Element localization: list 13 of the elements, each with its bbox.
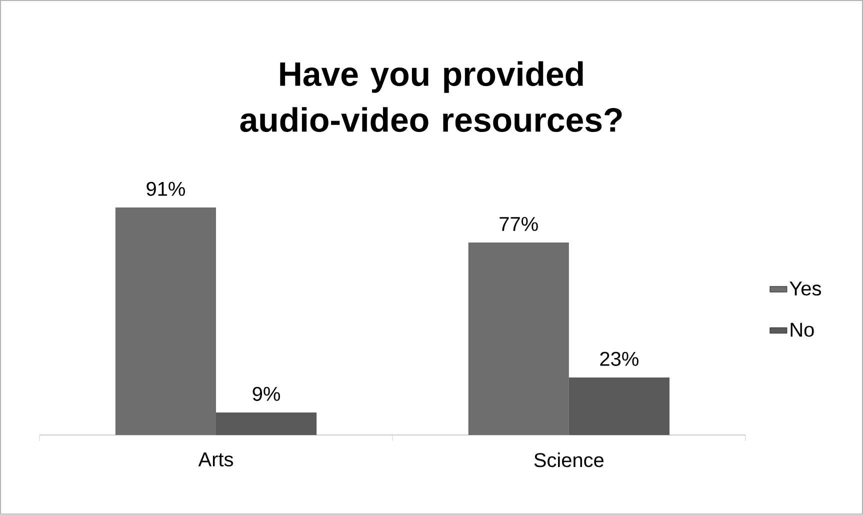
legend-label: Yes: [790, 282, 821, 296]
data-label: 91%: [146, 182, 185, 196]
data-label: 23%: [600, 352, 638, 366]
legend-label: No: [790, 323, 814, 337]
bar: [216, 412, 317, 436]
x-tick-label: Arts: [198, 452, 234, 467]
data-label: 9%: [252, 387, 280, 402]
chart-title: Have you provided audio-video resources?: [240, 61, 622, 132]
bar: [468, 242, 569, 436]
data-label: 77%: [500, 217, 538, 232]
bar: [115, 208, 216, 436]
bar: [568, 378, 670, 436]
x-tick-label: Science: [534, 452, 604, 468]
